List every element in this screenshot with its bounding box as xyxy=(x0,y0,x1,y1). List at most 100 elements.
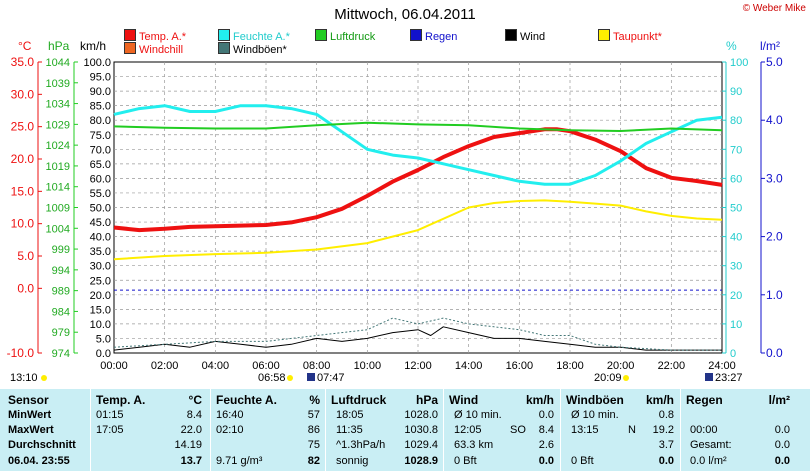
table-header: Sensor xyxy=(8,393,49,407)
x-tick-label: 14:00 xyxy=(455,360,483,372)
x-tick-label: 08:00 xyxy=(303,360,331,372)
legend-swatch xyxy=(218,42,230,54)
x-tick-label: 02:00 xyxy=(151,360,179,372)
table-cell: 13.7 xyxy=(180,455,202,467)
moon-icon xyxy=(307,373,315,381)
pressure-tick-label: 1004 xyxy=(46,223,70,235)
humidity-tick-label: 10 xyxy=(730,319,742,331)
table-cell: 0.0 xyxy=(774,424,790,436)
temp-tick-label: 5.0 xyxy=(17,249,34,263)
legend-swatch xyxy=(218,29,230,41)
table-header: km/h xyxy=(525,393,554,407)
table-row-label: Durchschnitt xyxy=(8,439,76,451)
wind-tick-label: 100.0 xyxy=(83,57,111,69)
legend-item: Regen xyxy=(410,29,457,43)
moonrise-label: 07:47 xyxy=(317,372,345,384)
wind-tick-label: 80.0 xyxy=(90,115,111,127)
pressure-tick-label: 1039 xyxy=(46,78,70,90)
temp-unit: °C xyxy=(18,39,32,53)
legend-item: Feuchte A.* xyxy=(218,29,290,43)
table-cell: 0.8 xyxy=(658,409,674,421)
legend-label: Luftdruck xyxy=(330,31,376,43)
table-cell: 14.19 xyxy=(174,439,202,451)
wind-tick-label: 65.0 xyxy=(90,159,111,171)
wind-tick-label: 20.0 xyxy=(90,290,111,302)
legend-item: Windböen* xyxy=(218,42,287,56)
pressure-tick-label: 989 xyxy=(52,286,70,298)
table-column-divider xyxy=(210,389,211,471)
table-cell: 0.0 xyxy=(774,455,790,467)
table-cell: 8.4 xyxy=(186,409,202,421)
table-cell: 1029.4 xyxy=(404,439,438,451)
table-cell: 75 xyxy=(307,439,320,451)
table-header: l/m² xyxy=(768,393,790,407)
pressure-tick-label: 1044 xyxy=(46,57,70,69)
x-tick-label: 24:00 xyxy=(708,360,736,372)
legend-swatch xyxy=(124,42,136,54)
x-tick-label: 06:00 xyxy=(252,360,280,372)
table-cell: 18:05 xyxy=(336,409,364,421)
table-header: Regen xyxy=(686,393,723,407)
legend-label: Windchill xyxy=(139,44,184,56)
wind-tick-label: 35.0 xyxy=(90,246,111,258)
legend-swatch xyxy=(598,29,610,41)
x-tick-label: 04:00 xyxy=(202,360,230,372)
table-cell: 00:00 xyxy=(690,424,718,436)
wind-tick-label: 10.0 xyxy=(90,319,111,331)
legend-swatch xyxy=(410,29,422,41)
legend-item: Luftdruck xyxy=(315,29,375,43)
moon-icon xyxy=(705,373,713,381)
humidity-tick-label: 50 xyxy=(730,203,742,215)
humidity-tick-label: 90 xyxy=(730,86,742,98)
table-header: Luftdruck xyxy=(331,393,387,407)
table-cell: Gesamt: xyxy=(690,439,732,451)
humidity-tick-label: 30 xyxy=(730,261,742,273)
moonset-label: 23:27 xyxy=(715,372,743,384)
humidity-unit: % xyxy=(726,39,737,53)
wind-tick-label: 75.0 xyxy=(90,130,111,142)
wind-tick-label: 15.0 xyxy=(90,304,111,316)
table-header: Temp. A. xyxy=(96,393,146,407)
temp-tick-label: 10.0 xyxy=(11,217,35,231)
legend-label: Feuchte A.* xyxy=(233,31,290,43)
table-header: Windböen xyxy=(566,393,624,407)
legend-label: Regen xyxy=(425,31,458,43)
chart-title: Mittwoch, 06.04.2011 xyxy=(334,6,476,23)
series-line-taupunkt xyxy=(113,199,723,261)
legend-item: Wind xyxy=(505,29,545,43)
table-cell: 1028.0 xyxy=(404,409,438,421)
table-cell: 0.0 xyxy=(658,455,674,467)
table-cell: 2.6 xyxy=(538,439,554,451)
rain-tick-label: 3.0 xyxy=(766,171,783,185)
sun-icon xyxy=(623,375,629,381)
temp-tick-label: 0.0 xyxy=(17,281,34,295)
table-cell: 17:05 xyxy=(96,424,124,436)
legend-label: Taupunkt* xyxy=(613,31,662,43)
wind-tick-label: 95.0 xyxy=(90,72,111,84)
sunrise-label: 06:58 xyxy=(258,372,286,384)
table-cell: 1028.9 xyxy=(404,455,438,467)
pressure-tick-label: 1024 xyxy=(46,140,70,152)
humidity-tick-label: 0 xyxy=(730,348,736,360)
wind-tick-label: 30.0 xyxy=(90,261,111,273)
wind-tick-label: 0.0 xyxy=(96,348,111,360)
rain-tick-label: 2.0 xyxy=(766,230,783,244)
rain-tick-label: 1.0 xyxy=(766,288,783,302)
temp-tick-label: 15.0 xyxy=(11,184,35,198)
x-tick-label: 00:00 xyxy=(100,360,128,372)
table-cell: ^1.3hPa/h xyxy=(336,439,386,451)
weather-chart: 100.095.090.085.080.075.070.065.060.055.… xyxy=(7,39,783,384)
pressure-tick-label: 1034 xyxy=(46,99,70,111)
table-cell: 3.7 xyxy=(658,439,674,451)
sun-icon xyxy=(41,375,47,381)
series-line-windb-en xyxy=(113,317,722,351)
wind-unit: km/h xyxy=(80,39,106,53)
temp-tick-label: 35.0 xyxy=(11,55,35,69)
wind-tick-label: 90.0 xyxy=(90,86,111,98)
rain-tick-label: 4.0 xyxy=(766,113,783,127)
temp-tick-label: 30.0 xyxy=(11,87,35,101)
table-cell: 11:35 xyxy=(336,424,363,436)
table-cell: Ø 10 min. xyxy=(454,409,502,421)
legend-swatch xyxy=(124,29,136,41)
table-cell: Ø 10 min. xyxy=(571,409,619,421)
